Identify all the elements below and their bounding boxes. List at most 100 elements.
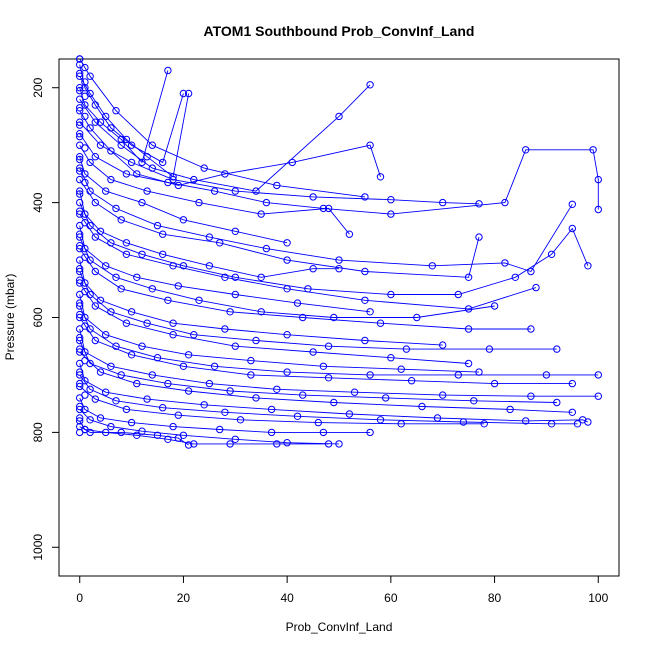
data-point [76, 72, 84, 80]
data-point [169, 319, 177, 327]
data-point [464, 273, 473, 281]
y-axis-label: Pressure (mbar) [3, 274, 17, 361]
data-point [309, 193, 317, 201]
data-point [184, 441, 193, 449]
data-point [485, 345, 494, 353]
data-point [76, 405, 84, 414]
data-point [76, 55, 84, 63]
data-point [231, 342, 240, 350]
series-line [79, 121, 480, 205]
data-point [547, 420, 556, 428]
series-line [79, 294, 480, 373]
series-line [79, 386, 485, 425]
data-point [324, 374, 333, 382]
data-point [143, 319, 151, 327]
data-point [164, 178, 172, 187]
data-point [76, 190, 84, 198]
data-point [148, 141, 157, 149]
data-point [86, 124, 94, 132]
data-point [76, 368, 84, 376]
data-point [273, 181, 281, 190]
data-point [283, 285, 291, 293]
data-point [273, 385, 281, 393]
data-point [475, 200, 483, 208]
data-point [127, 158, 136, 167]
data-point [226, 440, 234, 448]
data-point [76, 414, 84, 422]
data-point [76, 69, 84, 78]
data-point [221, 325, 229, 333]
data-point [480, 420, 488, 428]
x-axis-label: Prob_ConvInf_Land [286, 620, 393, 634]
data-point [283, 256, 291, 264]
series-line [79, 58, 365, 198]
data-point [117, 285, 125, 293]
data-point [112, 273, 120, 281]
series-line [79, 156, 288, 244]
y-tick-label: 400 [31, 192, 45, 212]
data-point [153, 221, 162, 230]
data-point [91, 267, 100, 276]
data-point [76, 417, 84, 425]
data-point [413, 313, 421, 322]
data-point [76, 86, 84, 95]
data-point [76, 187, 84, 195]
data-point [568, 379, 576, 388]
data-point [76, 265, 84, 273]
data-point [138, 198, 146, 207]
data-point [506, 405, 514, 414]
data-point [262, 244, 271, 253]
data-point [527, 392, 535, 400]
data-point [179, 362, 188, 370]
data-point [76, 299, 84, 307]
series-line [79, 70, 169, 164]
data-point [568, 224, 576, 233]
data-point [382, 394, 390, 402]
series-line [79, 305, 599, 376]
data-point [107, 175, 115, 184]
data-point [102, 388, 110, 396]
data-point [117, 141, 125, 149]
data-point [76, 276, 84, 284]
data-point [148, 371, 157, 379]
data-point [81, 92, 89, 101]
data-point [122, 319, 131, 327]
data-point [179, 89, 188, 98]
series-line [79, 191, 339, 278]
data-point [247, 356, 255, 365]
data-point [387, 354, 395, 362]
data-point [133, 431, 141, 439]
data-point [522, 146, 530, 154]
data-point [407, 377, 416, 385]
data-point [454, 290, 462, 299]
data-point [76, 336, 84, 345]
data-point [81, 63, 89, 72]
data-point [553, 345, 561, 353]
data-point [475, 233, 483, 241]
data-point [231, 290, 240, 299]
data-point [127, 418, 136, 427]
series-line [79, 363, 589, 423]
data-point [81, 391, 89, 399]
series-line [79, 420, 329, 445]
series-line [79, 213, 537, 310]
data-point [200, 164, 208, 172]
data-point [522, 417, 530, 425]
data-point [299, 391, 307, 399]
data-point [117, 135, 125, 144]
data-point [76, 118, 84, 126]
data-point [221, 273, 229, 281]
series-line [79, 248, 531, 330]
data-point [330, 313, 338, 322]
data-point [143, 395, 151, 403]
data-point [319, 428, 328, 437]
data-point [159, 404, 167, 412]
data-point [117, 216, 125, 224]
data-point [76, 310, 84, 319]
data-point [350, 388, 359, 396]
series-line [79, 328, 599, 397]
data-point [81, 253, 89, 261]
data-point [319, 362, 328, 370]
data-point [76, 348, 84, 356]
data-point [127, 351, 136, 359]
